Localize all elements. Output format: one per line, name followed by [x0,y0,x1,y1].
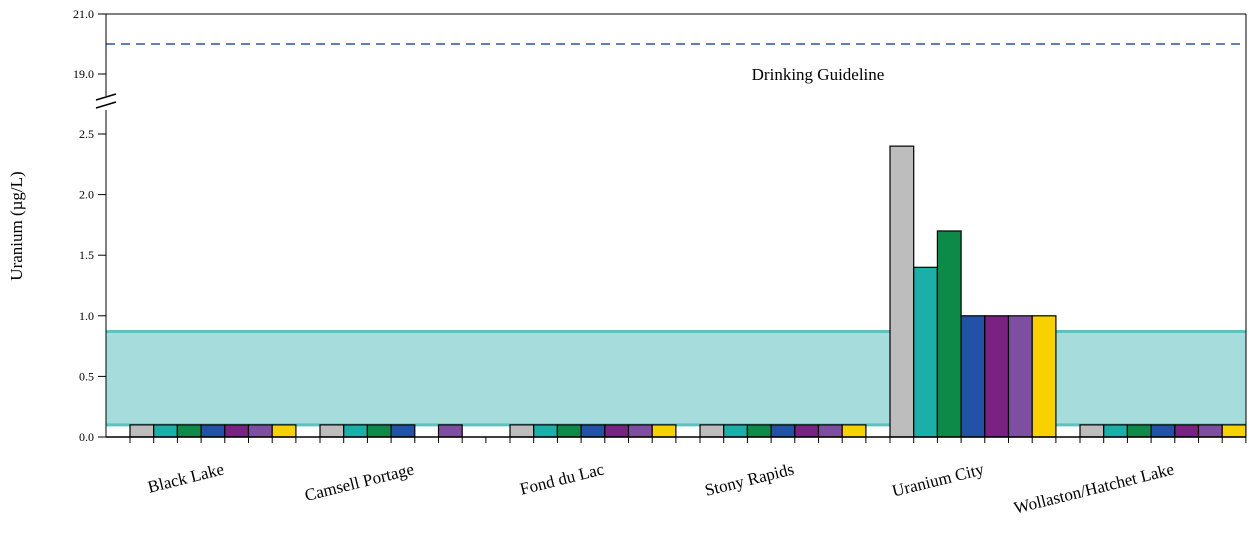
bar-1-7 [271,424,297,438]
bar-5-6 [1007,315,1033,438]
y-tick-label-21.0: 21.0 [73,7,94,21]
bar-4-2 [723,424,749,438]
y-tick-label-1.5: 1.5 [79,248,94,262]
bar-5-3 [936,230,962,438]
bar-4-3 [746,424,772,438]
bar-5-1 [889,145,915,438]
y-tick-label-2.5: 2.5 [79,127,94,141]
bar-1-2 [153,424,178,438]
bar-4-1 [699,424,725,438]
bar-2-2 [343,424,369,438]
category-label-3: Fond du Lac [518,459,606,498]
bar-3-7 [651,424,677,438]
bar-2-1 [319,424,345,438]
bar-5-7 [1031,315,1057,438]
bar-2-4 [390,424,416,438]
bar-6-7 [1221,424,1247,438]
bar-3-3 [556,424,582,438]
bar-6-3 [1126,424,1152,438]
guideline-label: Drinking Guideline [752,65,885,84]
bar-3-2 [533,424,559,438]
category-label-5: Uranium City [890,459,986,500]
bar-3-5 [604,424,630,438]
bar-1-3 [176,424,202,438]
category-label-6: Wollaston/Hatchet Lake [1012,459,1176,517]
bar-6-2 [1103,424,1128,438]
bar-1-5 [224,424,250,438]
bar-5-2 [913,266,939,438]
axes-layer [95,13,1247,443]
bar-6-6 [1197,424,1223,438]
bar-1-6 [247,424,273,438]
bar-3-1 [509,424,535,438]
bar-6-1 [1079,424,1105,438]
y-tick-label-19.0: 19.0 [73,67,94,81]
y-tick-label-0.0: 0.0 [79,430,94,444]
bar-4-7 [841,424,867,438]
bar-1-4 [200,424,226,438]
category-label-2: Camsell Portage [303,459,416,505]
axis-break-mark-upper [95,93,117,101]
bar-4-5 [794,424,820,438]
bar-5-4 [960,315,986,438]
bar-4-4 [770,424,796,438]
y-tick-label-2.0: 2.0 [79,188,94,202]
reference-band-layer [106,330,1246,427]
bar-6-5 [1174,424,1200,438]
category-label-1: Black Lake [146,459,226,496]
y-tick-label-1.0: 1.0 [79,309,94,323]
category-label-4: Stony Rapids [703,459,796,499]
bar-3-4 [580,424,606,438]
bar-2-3 [366,424,392,438]
reference-band [106,331,1246,425]
bar-4-6 [817,424,843,438]
bar-1-1 [129,424,155,438]
labels-layer: 0.0 0.5 1.0 1.5 2.0 2.5 19.0 21.0 Black Lake Cams… [73,7,1176,518]
bar-5-5 [984,315,1010,438]
y-axis-label: Uranium (µg/L) [7,171,26,280]
axis-break-mark-lower [95,101,117,109]
bar-3-6 [627,424,653,438]
bar-2-6 [437,424,463,438]
y-tick-label-0.5: 0.5 [79,369,94,383]
bar-6-4 [1150,424,1176,438]
